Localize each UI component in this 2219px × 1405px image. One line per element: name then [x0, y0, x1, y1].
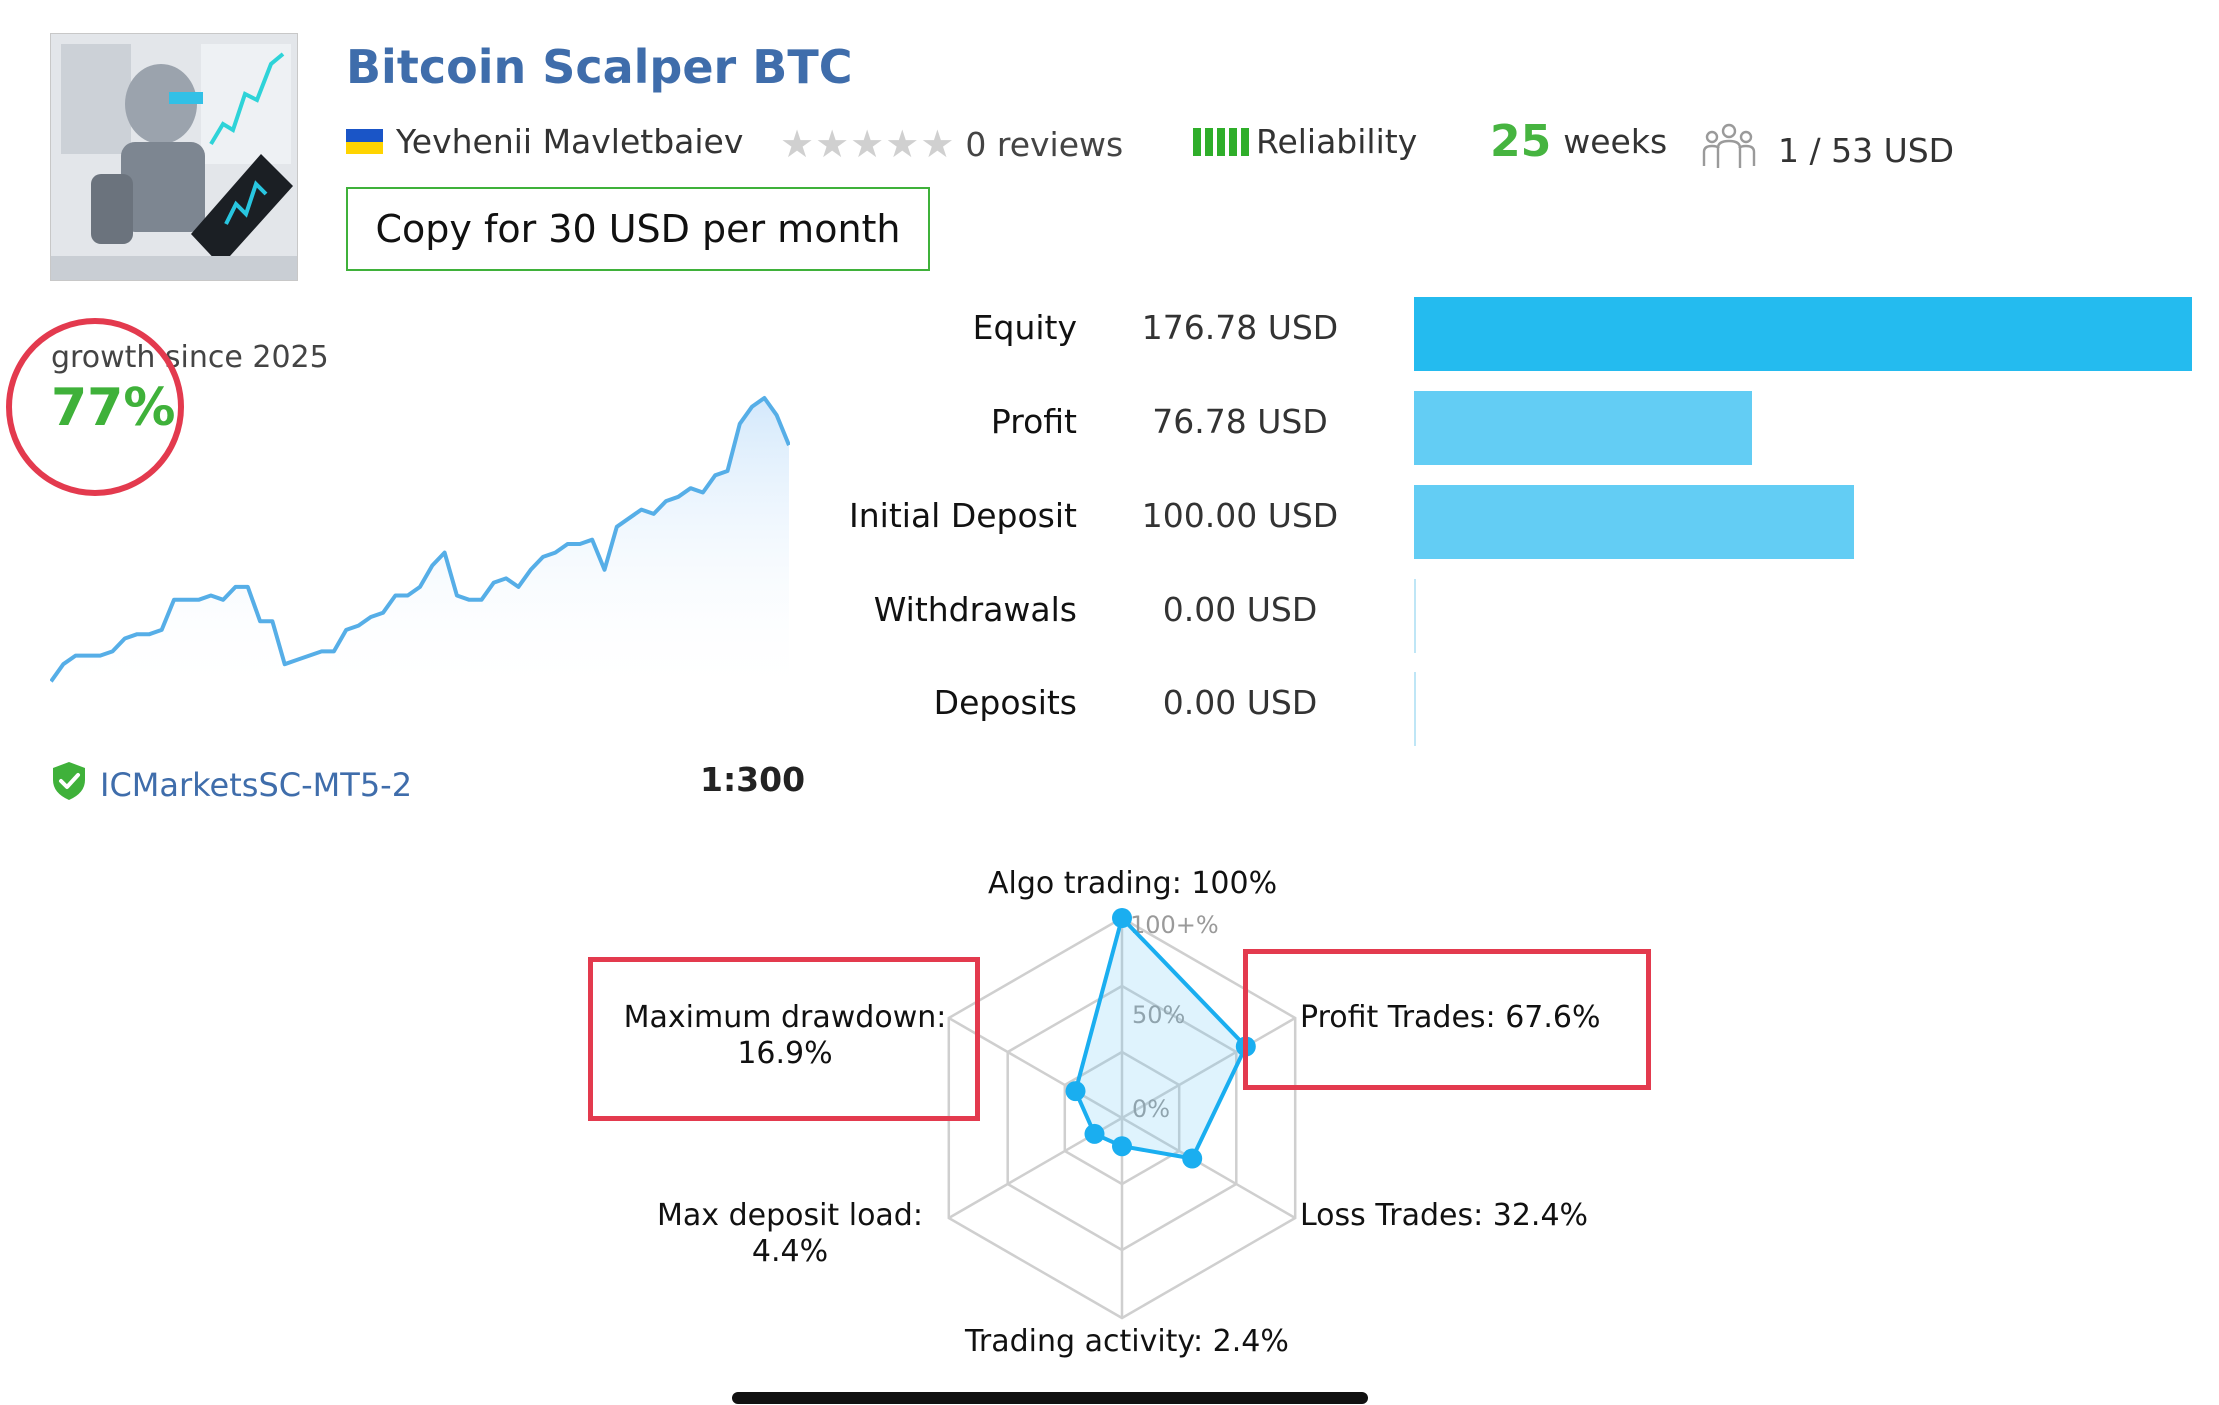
stat-value-initial-deposit: 100.00 USD [1141, 496, 1339, 535]
stat-value-profit: 76.78 USD [1152, 402, 1328, 441]
radar-point-max-deposit-load[interactable] [1084, 1123, 1105, 1144]
radar-data-polygon [1073, 916, 1248, 1161]
highlight-circle [6, 318, 184, 496]
reliability-bars-icon [1193, 127, 1253, 156]
expert-avatar [50, 33, 298, 281]
growth-line [50, 396, 790, 683]
radar-axis-line [1121, 1016, 1296, 1120]
stat-label-withdrawals: Withdrawals [873, 590, 1077, 629]
stat-label-equity: Equity [972, 308, 1077, 347]
star-icon: ★ [850, 122, 885, 166]
stat-bar-initial-deposit [1414, 485, 1855, 559]
growth-area [51, 398, 789, 700]
stat-bar-deposits [1414, 672, 1416, 746]
radar-axis-line [1121, 1116, 1296, 1220]
radar-ticks: 100+% 50% 0% [1130, 911, 1219, 1123]
radar-label-loss-trades: Loss Trades: 32.4% [1300, 1198, 1589, 1233]
radar-label-trading-activity: Trading activity: 2.4% [965, 1324, 1289, 1359]
verified-shield-icon [50, 760, 88, 810]
expert-title[interactable]: Bitcoin Scalper BTC [346, 40, 853, 94]
stat-bar-equity [1414, 297, 2192, 371]
ukraine-flag-icon [346, 129, 383, 154]
stat-bar-profit [1414, 391, 1752, 465]
radar-label-algo-trading: Algo trading: 100% [988, 866, 1278, 901]
radar-grid [947, 916, 1297, 1320]
radar-point-maximum-drawdown[interactable] [1065, 1081, 1086, 1102]
reliability: Reliability [1193, 122, 1417, 161]
stat-value-equity: 176.78 USD [1141, 308, 1339, 347]
stat-value-withdrawals: 0.00 USD [1162, 590, 1318, 629]
rating[interactable]: ★ ★ ★ ★ ★ 0 reviews [780, 122, 1123, 166]
highlight-box-drawdown [588, 957, 980, 1121]
reviews-count[interactable]: 0 reviews [965, 124, 1124, 164]
drawdown-value: 16.9% [737, 1036, 833, 1071]
weeks: 25 weeks [1490, 116, 1667, 167]
subscribers-value: 1 / 53 USD [1778, 130, 1955, 170]
star-icon: ★ [920, 122, 955, 166]
stat-label-profit: Profit [990, 402, 1077, 441]
radar-label-profit-trades: Profit Trades: 67.6% [1300, 1000, 1601, 1035]
star-icon: ★ [780, 122, 815, 166]
weeks-number: 25 [1490, 116, 1552, 167]
stat-label-deposits: Deposits [933, 683, 1077, 722]
radar-label-max-deposit-load: Max deposit load: 4.4% [640, 1198, 940, 1270]
subscribers-icon [1702, 122, 1756, 178]
highlight-box-profit-trades [1243, 949, 1651, 1090]
deposit-load-value: 4.4% [751, 1234, 829, 1269]
broker-server[interactable]: ICMarketsSC-MT5-2 [50, 760, 412, 810]
copy-subscribe-button[interactable]: Copy for 30 USD per month [346, 187, 930, 271]
deposit-load-title: Max deposit load: [657, 1198, 923, 1233]
radar-point-algo-trading[interactable] [1112, 908, 1132, 928]
radar-label-maximum-drawdown: Maximum drawdown: 16.9% [615, 1000, 955, 1072]
radar-tick-0: 0% [1132, 1095, 1170, 1123]
star-icon: ★ [815, 122, 850, 166]
server-name[interactable]: ICMarketsSC-MT5-2 [100, 766, 413, 804]
radar-tick-100: 100+% [1130, 911, 1219, 939]
author[interactable]: Yevhenii Mavletbaiev [346, 122, 743, 161]
growth-chart[interactable] [50, 390, 790, 700]
radar-tick-50: 50% [1132, 1001, 1185, 1029]
star-icon: ★ [885, 122, 920, 166]
radar-point-trading-activity[interactable] [1112, 1136, 1132, 1157]
author-name[interactable]: Yevhenii Mavletbaiev [396, 122, 744, 161]
home-indicator[interactable] [732, 1392, 1368, 1404]
reliability-label: Reliability [1256, 122, 1418, 161]
subscribers: 1 / 53 USD [1702, 122, 1954, 178]
weeks-label: weeks [1563, 122, 1668, 161]
stat-label-initial-deposit: Initial Deposit [849, 496, 1077, 535]
leverage: 1:300 [700, 760, 806, 799]
stat-value-deposits: 0.00 USD [1162, 683, 1318, 722]
drawdown-title: Maximum drawdown: [623, 1000, 947, 1035]
radar-point-loss-trades[interactable] [1182, 1148, 1203, 1169]
stat-bar-withdrawals [1414, 579, 1416, 653]
